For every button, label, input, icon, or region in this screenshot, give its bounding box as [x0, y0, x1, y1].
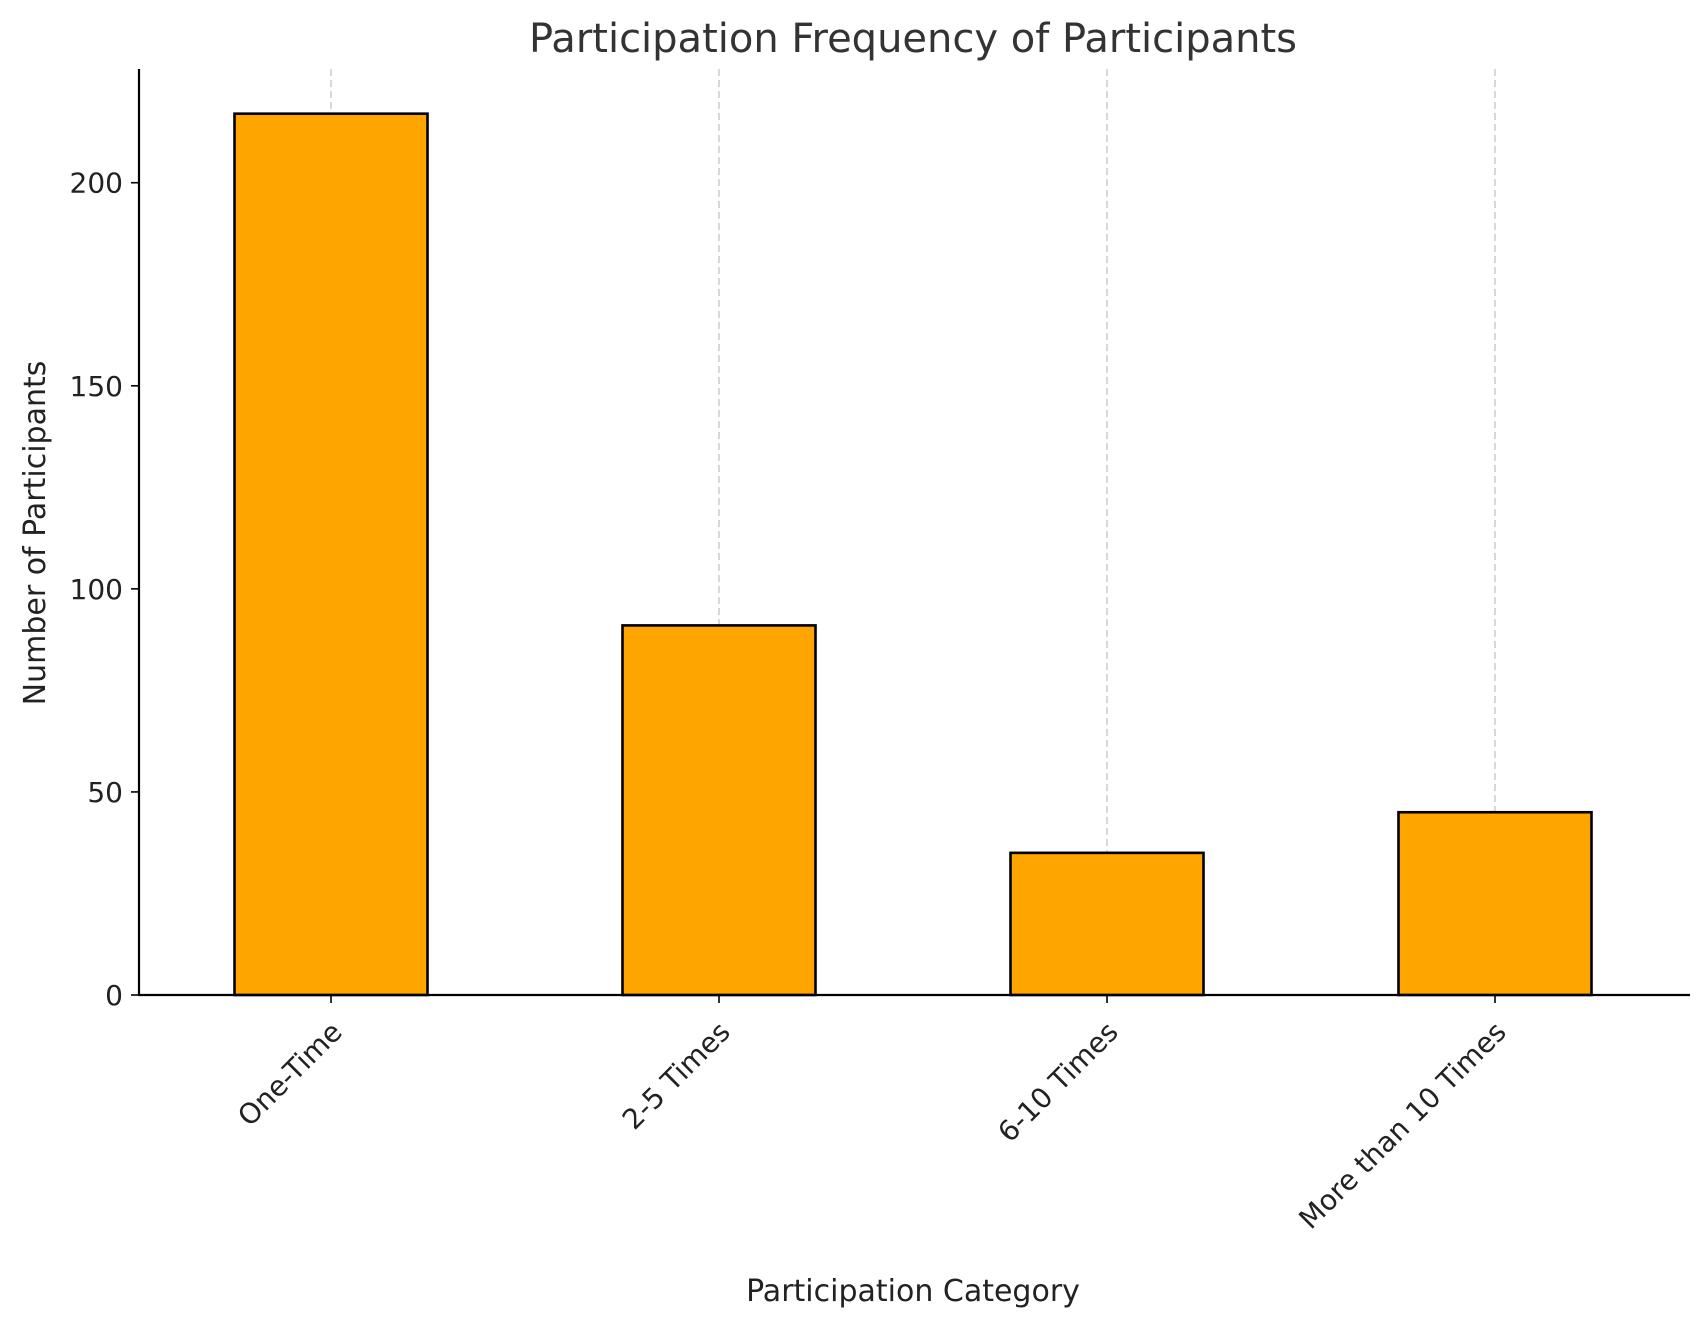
bar-one-time	[233, 112, 429, 997]
bar-2-5-times	[621, 624, 817, 997]
y-tick-label: 0	[105, 979, 123, 1012]
x-axis-label: Participation Category	[746, 1274, 1080, 1309]
y-tick-label: 100	[70, 573, 123, 606]
axes-layer	[137, 69, 1690, 997]
y-tick-label: 200	[70, 167, 123, 200]
x-tick-label: 6-10 Times	[991, 1015, 1124, 1148]
x-tick-label: More than 10 Times	[1292, 1015, 1512, 1235]
bars-layer	[233, 112, 1593, 997]
chart-title: Participation Frequency of Participants	[529, 16, 1297, 62]
bar-more-than-10-times	[1397, 810, 1593, 997]
y-tick-label: 50	[87, 776, 123, 809]
x-tick-label: One-Time	[231, 1015, 348, 1132]
bar-6-10-times	[1009, 851, 1205, 997]
grid-layer	[330, 69, 1496, 995]
x-tick-label: 2-5 Times	[616, 1015, 737, 1136]
y-tick-label: 150	[70, 370, 123, 403]
y-axis-label: Number of Participants	[18, 361, 53, 706]
